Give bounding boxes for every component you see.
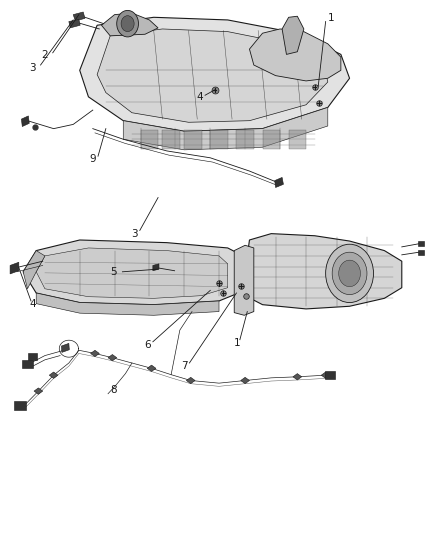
Polygon shape (36, 248, 228, 298)
Polygon shape (49, 372, 58, 378)
Text: 6: 6 (144, 340, 151, 350)
Polygon shape (282, 16, 304, 54)
Polygon shape (153, 264, 159, 271)
FancyBboxPatch shape (162, 130, 180, 149)
FancyBboxPatch shape (210, 130, 228, 149)
Polygon shape (28, 353, 37, 360)
Circle shape (339, 260, 360, 287)
Polygon shape (418, 249, 424, 255)
Polygon shape (80, 17, 350, 131)
Polygon shape (321, 372, 330, 378)
Polygon shape (23, 251, 45, 289)
Text: 8: 8 (110, 384, 117, 394)
Polygon shape (10, 262, 19, 274)
Polygon shape (250, 29, 341, 81)
Polygon shape (234, 245, 254, 316)
Polygon shape (123, 108, 328, 150)
Polygon shape (91, 350, 99, 357)
Text: 5: 5 (110, 267, 117, 277)
Polygon shape (325, 372, 335, 379)
FancyBboxPatch shape (141, 130, 158, 149)
Text: 9: 9 (89, 155, 96, 164)
Polygon shape (102, 13, 158, 36)
FancyBboxPatch shape (262, 130, 280, 149)
Polygon shape (275, 177, 283, 188)
Circle shape (325, 244, 374, 303)
Text: 7: 7 (181, 361, 187, 371)
Text: 3: 3 (131, 229, 138, 239)
Polygon shape (186, 377, 195, 384)
Polygon shape (418, 241, 424, 246)
Polygon shape (14, 401, 26, 410)
Circle shape (121, 15, 134, 31)
Polygon shape (108, 354, 117, 361)
Polygon shape (97, 29, 328, 122)
Polygon shape (293, 374, 302, 380)
Text: 1: 1 (328, 13, 335, 23)
Polygon shape (34, 388, 43, 394)
Circle shape (117, 11, 138, 37)
Polygon shape (241, 377, 250, 384)
Text: 4: 4 (29, 298, 36, 309)
Polygon shape (147, 365, 156, 372)
Polygon shape (245, 233, 402, 309)
FancyBboxPatch shape (289, 130, 306, 149)
Circle shape (332, 252, 367, 295)
Polygon shape (23, 240, 245, 305)
Text: 4: 4 (196, 92, 203, 102)
Polygon shape (22, 360, 33, 368)
Polygon shape (73, 12, 85, 21)
Polygon shape (69, 19, 80, 28)
Polygon shape (36, 293, 219, 316)
Polygon shape (61, 343, 69, 352)
Polygon shape (21, 116, 29, 126)
Text: 1: 1 (234, 338, 240, 348)
FancyBboxPatch shape (184, 130, 201, 149)
Text: 3: 3 (29, 63, 36, 72)
FancyBboxPatch shape (237, 130, 254, 149)
Text: 2: 2 (42, 51, 48, 60)
